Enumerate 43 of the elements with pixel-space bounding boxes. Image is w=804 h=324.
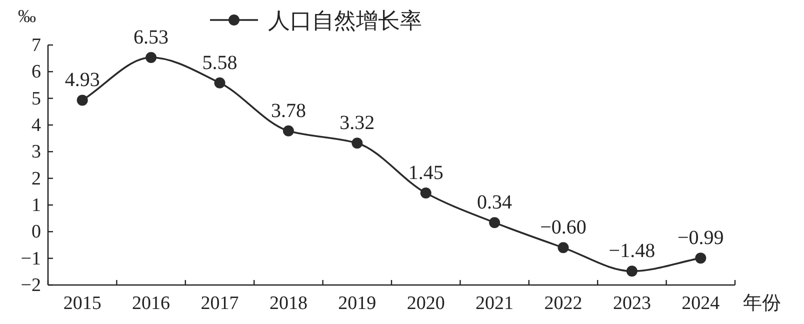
x-tick-label: 2019	[338, 293, 376, 314]
data-label: 5.58	[202, 52, 238, 74]
x-tick-label: 2023	[612, 293, 651, 314]
y-tick-label: 5	[32, 88, 41, 110]
y-tick-label: −2	[20, 275, 41, 296]
point	[695, 252, 706, 264]
x-tick-label: 2017	[200, 293, 239, 314]
y-tick-label: 0	[32, 222, 41, 243]
x-tick-label: 2015	[63, 293, 102, 314]
data-label: 0.34	[477, 192, 512, 214]
point	[558, 242, 569, 254]
data-label: −0.60	[540, 216, 586, 239]
point	[420, 188, 432, 198]
y-tick-label: 7	[32, 35, 41, 56]
point	[489, 217, 500, 228]
y-tick-label: −1	[20, 248, 41, 270]
y-tick-label: 2	[32, 168, 41, 190]
legend-label: 人口自然增长率	[268, 8, 422, 33]
x-tick-label: 2024	[682, 293, 720, 314]
data-label: 4.93	[64, 69, 100, 92]
point	[352, 138, 363, 149]
data-label: 1.45	[408, 162, 444, 184]
point	[626, 266, 638, 277]
x-tick-label: 2016	[132, 293, 170, 314]
y-tick-label: 1	[32, 195, 41, 216]
point	[282, 125, 294, 136]
y-tick-label: 4	[32, 115, 42, 136]
data-label: 3.78	[270, 100, 306, 122]
x-tick-label: 2021	[476, 293, 514, 314]
data-label: −0.99	[678, 227, 724, 250]
data-label: −1.48	[608, 240, 656, 262]
y-tick-label: 6	[32, 62, 41, 83]
point	[76, 94, 88, 106]
point	[214, 77, 226, 88]
data-label: 3.32	[340, 112, 375, 134]
x-tick-label: 2018	[269, 293, 308, 314]
y-axis-title: ‰	[18, 6, 36, 26]
x-tick-label: 2022	[544, 293, 582, 314]
x-axis-title: 年份	[743, 293, 781, 314]
data-label: 6.53	[134, 26, 169, 49]
x-tick-label: 2020	[406, 293, 445, 314]
point	[146, 52, 157, 64]
y-tick-label: 3	[32, 142, 41, 163]
